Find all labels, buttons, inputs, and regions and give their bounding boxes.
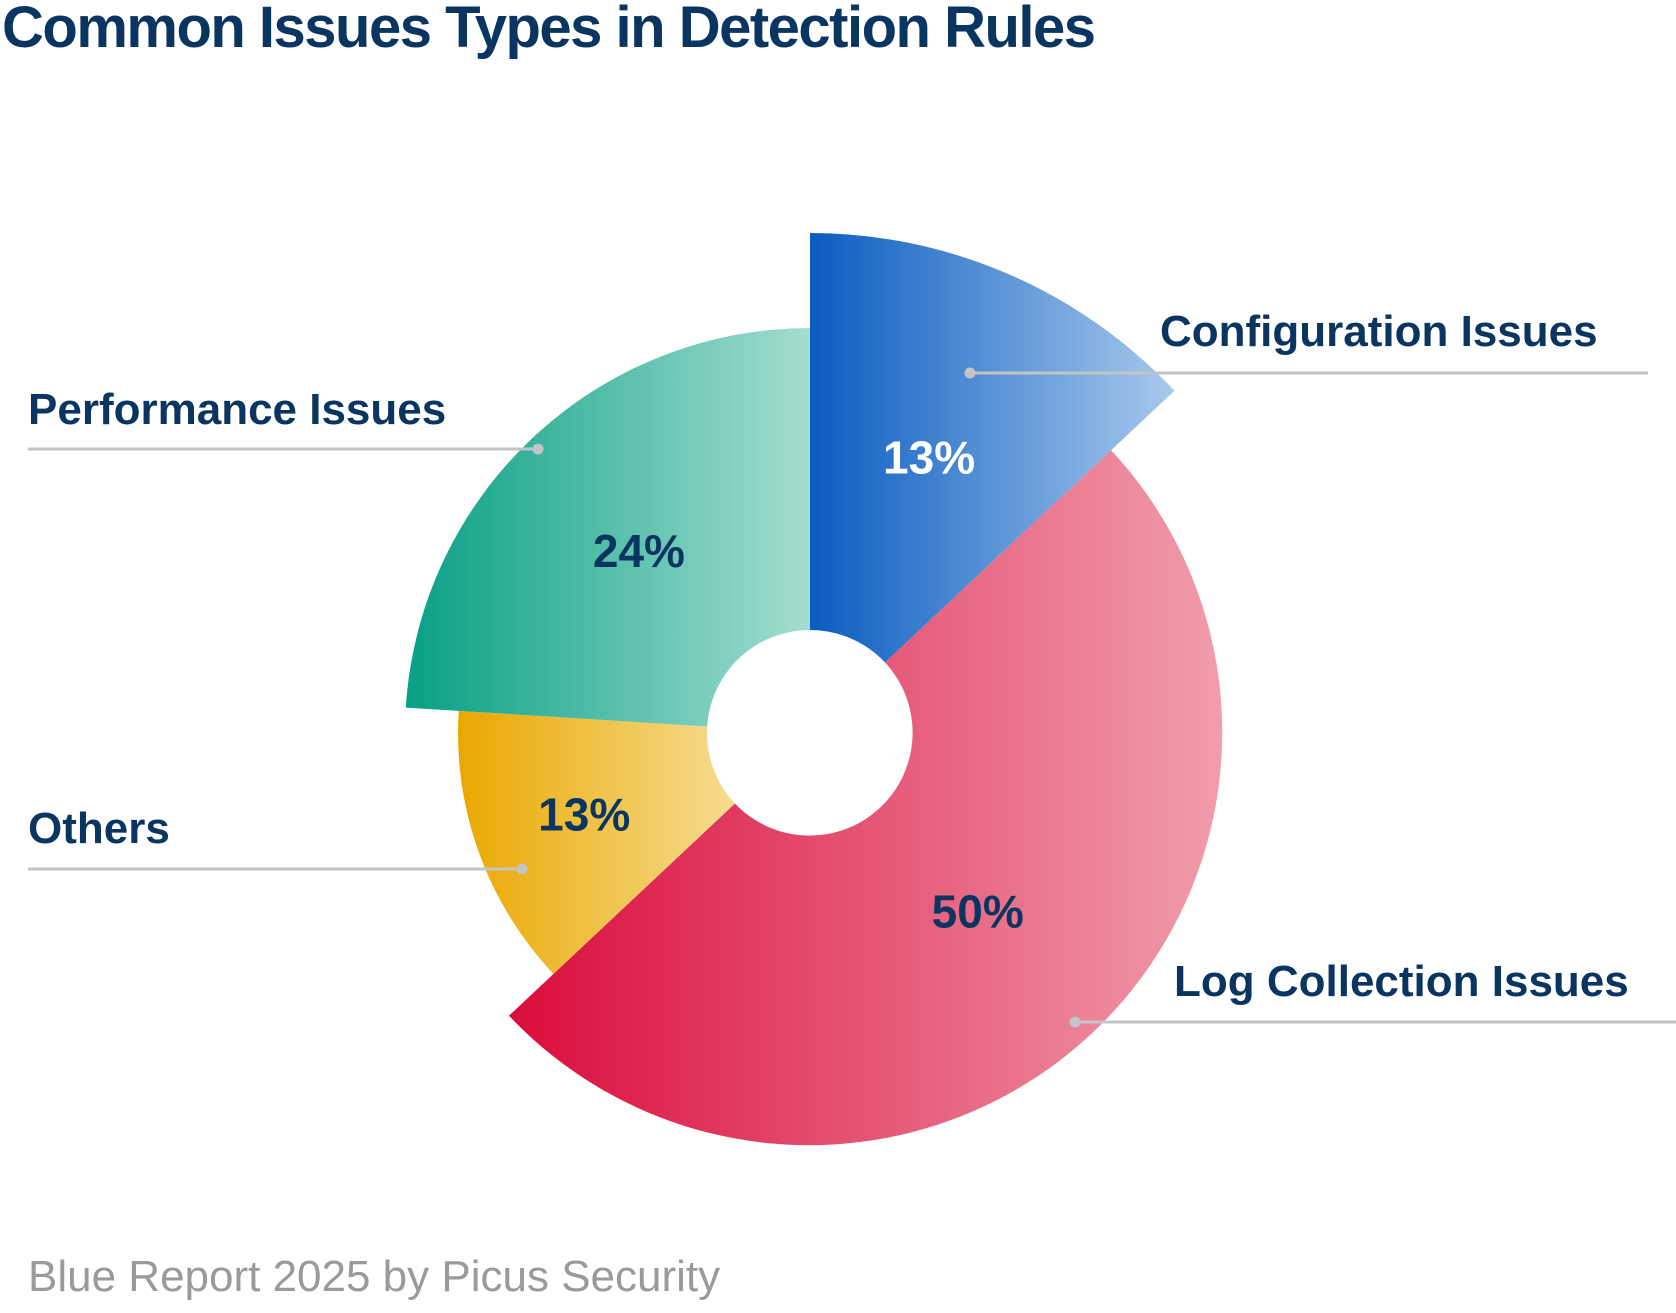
category-label-configuration-issues: Configuration Issues [1160,307,1598,356]
chart-title: Common Issues Types in Detection Rules [2,0,1096,60]
value-labels-layer: 13% 50% 13% 24% [538,432,1024,938]
slice-log-collection-issues [508,450,1223,1146]
leader-lines-layer [28,367,1676,1028]
source-note: Blue Report 2025 by Picus Security [28,1252,721,1301]
value-label-log-collection-issues: 50% [932,886,1024,938]
category-label-performance-issues: Performance Issues [28,385,446,434]
category-label-others: Others [28,804,170,853]
slices-layer [405,233,1223,1146]
leader-dot-log-collection-issues [1069,1016,1081,1028]
leader-dot-configuration-issues [964,367,976,379]
slice-others [457,710,735,974]
slice-performance-issues [405,328,810,727]
leader-dot-others [516,863,528,875]
category-label-log-collection-issues: Log Collection Issues [1174,957,1629,1006]
slice-configuration-issues [810,233,1175,663]
value-label-others: 13% [538,788,630,840]
value-label-performance-issues: 24% [593,525,685,577]
category-labels-layer: Configuration Issues Log Collection Issue… [28,307,1629,1006]
value-label-configuration-issues: 13% [883,432,975,484]
leader-dot-performance-issues [532,443,544,455]
